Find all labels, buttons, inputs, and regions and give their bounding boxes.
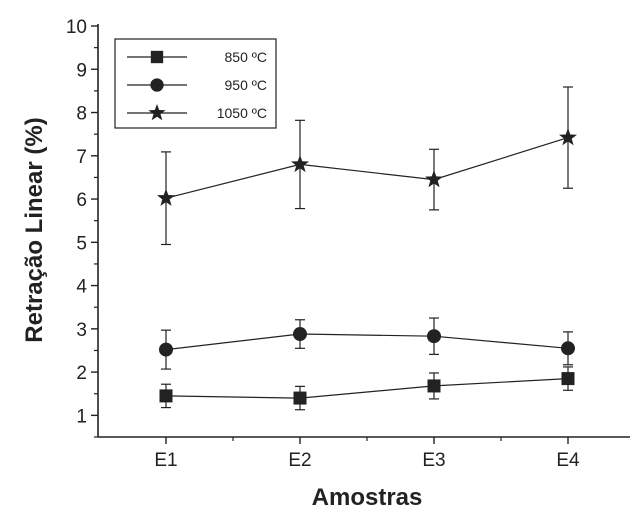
y-tick-label: 7 <box>76 147 87 168</box>
data-point-square <box>293 391 307 405</box>
series-layer <box>157 86 577 411</box>
data-point-circle <box>561 341 575 356</box>
y-tick-label: 5 <box>76 233 87 254</box>
x-tick-label: E1 <box>154 450 177 471</box>
data-point-star <box>425 170 443 188</box>
data-point-square <box>427 379 441 393</box>
data-point-circle <box>427 329 441 344</box>
legend-label: 1050 ºC <box>217 105 267 121</box>
legend-marker-square <box>150 50 164 64</box>
data-point-square <box>561 372 575 386</box>
x-tick-label: E2 <box>288 450 311 471</box>
data-point-circle <box>159 342 173 357</box>
legend-marker-circle <box>150 78 164 92</box>
data-point-square <box>159 389 173 403</box>
series-line <box>165 378 569 399</box>
data-point-circle <box>293 327 307 342</box>
axes: 1 2 3 4 5 6 7 8 9 10 E1 E2 E3 E4 <box>66 17 630 471</box>
y-tick-label: 9 <box>76 60 87 81</box>
y-tick-label: 2 <box>76 363 87 384</box>
y-tick-label: 6 <box>76 190 87 211</box>
series-line <box>165 333 569 351</box>
y-tick-label: 4 <box>76 277 87 298</box>
y-axis-title: Retração Linear (%) <box>21 117 48 342</box>
y-tick-label: 10 <box>66 17 87 38</box>
data-point-star <box>291 154 309 173</box>
legend: 850 ºC 950 ºC 1050 ºC <box>114 38 277 129</box>
data-point-star <box>157 188 175 206</box>
x-axis-title: Amostras <box>312 484 423 511</box>
legend-label: 950 ºC <box>225 77 267 93</box>
series-0 <box>159 366 575 411</box>
x-tick-label: E4 <box>556 450 580 471</box>
data-point-star <box>559 128 577 146</box>
legend-label: 850 ºC <box>225 49 267 65</box>
y-tick-label: 3 <box>76 320 87 341</box>
series-1 <box>159 317 575 370</box>
series-line <box>165 137 569 199</box>
x-tick-label: E3 <box>422 450 445 471</box>
legend-marker-star <box>148 104 166 121</box>
y-tick-label: 8 <box>76 104 87 125</box>
series-2 <box>157 86 577 246</box>
y-tick-label: 1 <box>76 406 87 427</box>
